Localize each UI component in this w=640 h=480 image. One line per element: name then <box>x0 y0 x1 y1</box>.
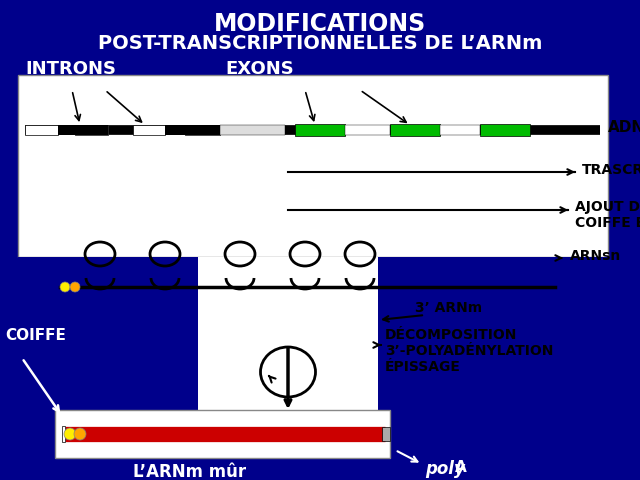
Bar <box>345 125 390 135</box>
Bar <box>58 125 108 135</box>
Text: 3’ ARNm: 3’ ARNm <box>415 301 482 315</box>
Text: DÉCOMPOSITION
3’-POLYADÉNYLATION
ÉPISSAGE: DÉCOMPOSITION 3’-POLYADÉNYLATION ÉPISSAG… <box>385 328 554 374</box>
Text: EXONS: EXONS <box>225 60 294 78</box>
Text: A: A <box>455 460 467 475</box>
Text: MODIFICATIONS: MODIFICATIONS <box>214 12 426 36</box>
Circle shape <box>70 282 80 292</box>
Bar <box>198 257 378 432</box>
Text: poly: poly <box>425 460 465 478</box>
Circle shape <box>60 282 70 292</box>
Bar <box>62 426 65 442</box>
Text: TRASCRIPTION: TRASCRIPTION <box>582 163 640 177</box>
Text: ADN: ADN <box>608 120 640 135</box>
Bar <box>378 257 608 405</box>
Bar <box>18 257 216 405</box>
Text: POST-TRANSCRIPTIONNELLES DE L’ARNm: POST-TRANSCRIPTIONNELLES DE L’ARNm <box>98 34 542 53</box>
Bar <box>185 125 220 135</box>
Bar <box>18 257 608 405</box>
Bar <box>165 125 220 135</box>
Bar <box>220 125 285 135</box>
Bar <box>480 124 530 136</box>
Text: AJOUT DE LA
COIFFE EN 5’: AJOUT DE LA COIFFE EN 5’ <box>575 200 640 230</box>
Bar <box>390 124 440 136</box>
Text: INTRONS: INTRONS <box>25 60 116 78</box>
Bar <box>382 427 390 441</box>
Bar <box>440 125 480 135</box>
Bar <box>75 125 108 135</box>
Bar <box>55 410 390 458</box>
Bar <box>18 75 608 257</box>
Circle shape <box>74 428 86 440</box>
Bar <box>133 125 165 135</box>
Bar <box>295 124 345 136</box>
Text: L’ARNm mûr: L’ARNm mûr <box>133 463 246 480</box>
Text: ARNsn: ARNsn <box>570 249 621 263</box>
Bar <box>25 125 58 135</box>
Text: COIFFE: COIFFE <box>5 327 66 343</box>
Circle shape <box>64 428 76 440</box>
